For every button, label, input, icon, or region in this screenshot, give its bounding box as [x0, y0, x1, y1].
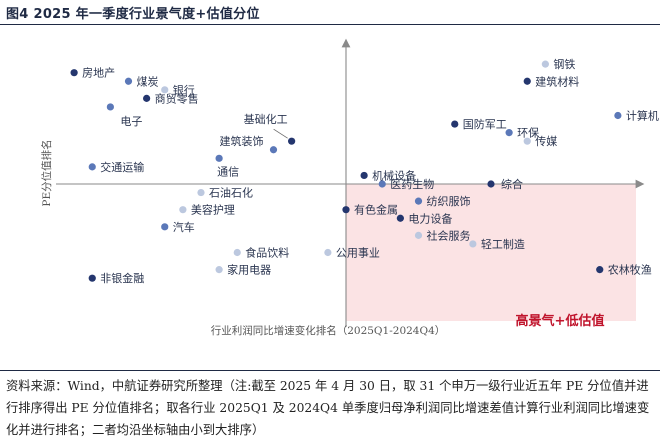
point-房地产 [70, 69, 78, 77]
top-rule [0, 24, 660, 25]
point-家用电器 [215, 266, 223, 274]
point-石油石化 [197, 188, 205, 197]
point-label: 建筑材料 [535, 74, 579, 88]
point-基础化工 [288, 137, 296, 145]
point-食品饮料 [233, 248, 241, 257]
point-label: 煤炭 [137, 75, 159, 88]
point-label: 环保 [517, 126, 539, 140]
point-建筑材料 [523, 77, 531, 85]
point-传媒 [523, 137, 531, 145]
point-label: 建筑装饰 [220, 134, 264, 148]
point-label: 食品饮料 [245, 246, 289, 260]
point-label: 有色金属 [354, 203, 398, 217]
point-非银金融 [88, 274, 96, 282]
point-label: 传媒 [535, 135, 557, 148]
point-label: 钢铁 [553, 58, 575, 71]
point-计算机 [614, 111, 622, 120]
point-label: 非银金融 [100, 271, 144, 285]
point-label: 商贸零售 [155, 91, 199, 105]
point-label: 美容护理 [191, 203, 235, 217]
point-label: 房地产 [82, 66, 115, 80]
point-label: 电子 [120, 115, 142, 128]
figure-title: 图4 2025 年一季度行业景气度+估值分位 [6, 7, 260, 22]
point-label: 交通运输 [100, 160, 144, 174]
point-label: 通信 [217, 165, 239, 178]
point-机械设备 [360, 171, 368, 180]
point-label: 纺织服饰 [427, 194, 471, 208]
point-label: 国防军工 [463, 117, 507, 131]
point-汽车 [161, 223, 169, 231]
point-美容护理 [179, 206, 187, 214]
point-label: 银行 [173, 83, 195, 97]
point-label: 农林牧渔 [608, 263, 652, 277]
point-label: 汽车 [173, 220, 195, 234]
point-label: 基础化工 [244, 112, 288, 126]
point-通信 [215, 154, 223, 162]
point-label: 轻工制造 [481, 237, 525, 251]
point-label: 医药生物 [390, 177, 434, 191]
point-label: 计算机 [626, 109, 659, 123]
point-国防军工 [451, 120, 459, 128]
point-社会服务 [414, 231, 423, 239]
point-交通运输 [88, 163, 96, 171]
point-label: 石油石化 [209, 186, 253, 200]
bottom-rule [0, 370, 660, 371]
y-axis-label: PE分位值排名 [40, 139, 53, 206]
point-商贸零售 [143, 94, 151, 102]
point-有色金属 [342, 206, 350, 214]
point-公用事业 [324, 248, 332, 257]
point-建筑装饰 [269, 146, 278, 154]
point-电力设备 [396, 214, 404, 222]
point-轻工制造 [469, 240, 477, 248]
point-农林牧渔 [596, 266, 604, 274]
point-综合 [487, 180, 495, 188]
leader-line [273, 128, 288, 139]
point-label: 家用电器 [227, 263, 271, 277]
x-axis-label: 行业利润同比增速变化排名（2025Q1-2024Q4） [211, 324, 446, 337]
point-钢铁 [541, 60, 549, 68]
point-电子 [106, 103, 114, 111]
point-纺织服饰 [414, 197, 423, 205]
point-label: 机械设备 [372, 168, 416, 182]
point-煤炭 [124, 77, 133, 85]
point-医药生物 [378, 180, 386, 188]
point-label: 综合 [501, 177, 523, 191]
point-label: 社会服务 [427, 228, 471, 242]
highlight-region [346, 184, 636, 321]
point-环保 [505, 129, 513, 137]
point-label: 电力设备 [408, 211, 452, 225]
source-note: 资料来源：Wind，中航证券研究所整理（注:截至 2025 年 4 月 30 日… [6, 379, 650, 437]
highlight-region-label: 高景气+低估值 [516, 313, 605, 329]
point-label: 公用事业 [336, 247, 380, 260]
point-银行 [161, 86, 169, 94]
